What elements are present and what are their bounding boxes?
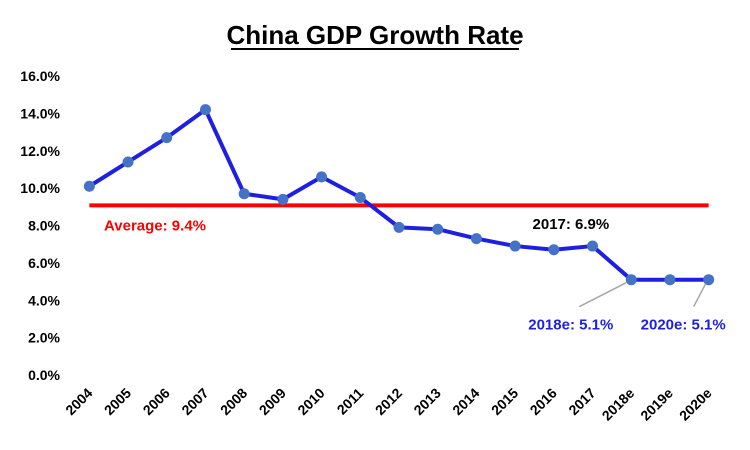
data-point: [587, 240, 599, 252]
x-tick-label: 2019e: [637, 385, 676, 424]
y-tick-label: 2.0%: [28, 330, 60, 346]
data-point: [83, 180, 95, 192]
x-tick-label: 2013: [410, 385, 443, 418]
y-tick-label: 14.0%: [20, 105, 60, 121]
x-tick-label: 2017: [565, 385, 598, 418]
data-point: [703, 274, 715, 286]
data-point: [161, 132, 173, 144]
data-point: [432, 223, 444, 235]
annotation-2020e: 2020e: 5.1%: [641, 317, 726, 334]
data-point: [664, 274, 676, 286]
data-point: [548, 244, 560, 256]
average-label: Average: 9.4%: [104, 217, 206, 234]
data-point: [238, 188, 250, 200]
annotation-layer: 2017: 6.9% 2018e: 5.1% 2020e: 5.1%: [528, 216, 725, 334]
x-tick-label: 2004: [62, 385, 95, 418]
x-tick-label: 2014: [449, 385, 482, 418]
series-layer: [83, 104, 715, 286]
series-line: [88, 107, 709, 282]
y-tick-label: 0.0%: [28, 367, 60, 383]
data-point: [316, 171, 328, 183]
annotation-2017: 2017: 6.9%: [533, 216, 610, 233]
x-tick-label: 2020e: [676, 385, 715, 424]
average-layer: Average: 9.4%: [89, 203, 709, 234]
x-tick-label: 2015: [488, 385, 521, 418]
data-point: [625, 274, 637, 286]
x-tick-label: 2012: [372, 385, 405, 418]
y-axis: 0.0% 2.0% 4.0% 6.0% 8.0% 10.0% 12.0% 14.0% 16.0%: [20, 68, 60, 383]
data-point: [354, 191, 366, 203]
x-tick-label: 2018e: [599, 385, 638, 424]
chart-title: China GDP Growth Rate: [226, 20, 523, 50]
x-axis: 2004 2005 2006 2007 2008 2009 2010 2011 2012 2013…: [62, 385, 715, 424]
x-tick-label: 2005: [101, 385, 134, 418]
x-tick-label: 2008: [217, 385, 250, 418]
y-tick-label: 16.0%: [20, 68, 60, 84]
y-tick-label: 12.0%: [20, 143, 60, 159]
data-point: [470, 233, 482, 245]
data-point: [393, 221, 405, 233]
data-point: [199, 104, 211, 116]
x-tick-label: 2009: [256, 385, 289, 418]
data-point: [277, 193, 289, 205]
data-point: [509, 240, 521, 252]
leader-line-2018e: [578, 282, 627, 308]
y-tick-label: 6.0%: [28, 255, 60, 271]
leader-line-2020e: [692, 283, 707, 308]
x-tick-label: 2006: [140, 385, 173, 418]
annotation-2018e: 2018e: 5.1%: [528, 317, 613, 334]
y-tick-label: 10.0%: [20, 180, 60, 196]
x-tick-label: 2007: [178, 385, 211, 418]
data-point: [122, 156, 134, 168]
x-tick-label: 2011: [334, 385, 367, 418]
y-tick-label: 8.0%: [28, 218, 60, 234]
x-tick-label: 2016: [527, 385, 560, 418]
y-tick-label: 4.0%: [28, 292, 60, 308]
x-tick-label: 2010: [294, 385, 327, 418]
